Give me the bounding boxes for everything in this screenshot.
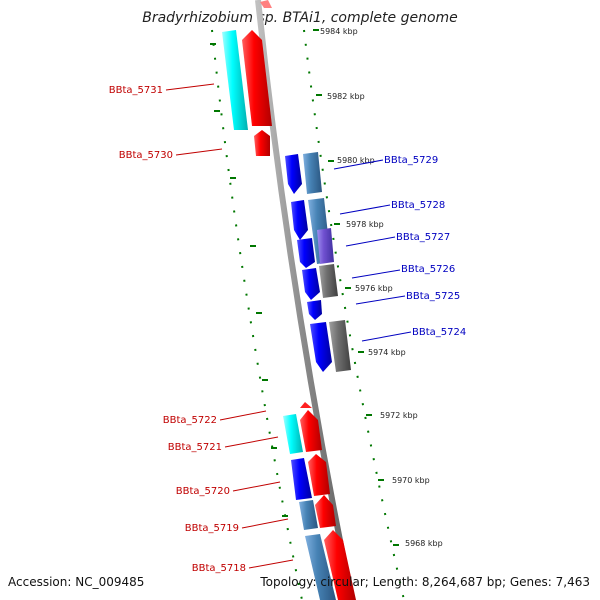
gene-label: BBta_5730 — [119, 150, 173, 161]
right-gene-labels: BBta_5729 BBta_5728 BBta_5727 BBta_5726 … — [384, 155, 466, 338]
gene-arrow-forward — [242, 30, 272, 126]
gene-label: BBta_5727 — [396, 232, 450, 243]
gene-label: BBta_5726 — [401, 264, 455, 275]
tick-label: 5968 kbp — [405, 539, 443, 548]
right-label-connectors — [333, 159, 412, 342]
right-major-ticks — [313, 29, 399, 546]
gene-box-steel — [305, 534, 336, 600]
tick-label: 5974 kbp — [368, 348, 406, 357]
gene-arrow-reverse — [297, 238, 315, 268]
left-major-ticks — [210, 43, 288, 517]
gene-arrow-forward-partial — [260, 0, 272, 8]
gene-box-steel — [299, 500, 318, 530]
tick-label: 5982 kbp — [327, 92, 365, 101]
gene-box-cyan — [222, 30, 248, 130]
gene-arrow-reverse — [285, 154, 302, 194]
scale-tick-labels: 5984 kbp 5982 kbp 5980 kbp 5978 kbp 5976… — [320, 27, 443, 548]
gene-box-gray — [329, 320, 351, 372]
right-scale-dots — [303, 29, 405, 600]
left-gene-labels: BBta_5731 BBta_5730 BBta_5722 BBta_5721 … — [109, 85, 246, 574]
left-label-connectors — [165, 83, 294, 569]
gene-label: BBta_5731 — [109, 85, 163, 96]
tick-label: 5970 kbp — [392, 476, 430, 485]
gene-box-cyan — [283, 414, 303, 454]
tick-label: 5972 kbp — [380, 411, 418, 420]
gene-arrow-forward-small — [300, 402, 312, 408]
tick-label: 5984 kbp — [320, 27, 358, 36]
gene-arrow-forward — [315, 495, 336, 528]
gene-label: BBta_5724 — [412, 327, 466, 338]
gene-box-steel — [303, 152, 322, 194]
topology-text: Topology: circular; Length: 8,264,687 bp… — [260, 575, 590, 589]
gene-arrow-forward — [254, 130, 270, 156]
tick-label: 5978 kbp — [346, 220, 384, 229]
gene-box-blue — [291, 458, 312, 500]
gene-features-bottom — [283, 402, 356, 600]
gene-arrow-forward — [308, 454, 330, 496]
gene-label: BBta_5728 — [391, 200, 445, 211]
gene-arrow-forward — [300, 410, 322, 452]
gene-features-middle — [285, 152, 351, 372]
gene-label: BBta_5720 — [176, 486, 230, 497]
gene-box-purple — [317, 228, 334, 264]
gene-arrow-reverse — [302, 268, 320, 300]
gene-box-gray — [319, 264, 338, 298]
gene-arrow-reverse — [310, 322, 332, 372]
gene-arrow-reverse — [291, 200, 308, 240]
gene-label: BBta_5721 — [168, 442, 222, 453]
tick-label: 5980 kbp — [337, 156, 375, 165]
gene-label: BBta_5729 — [384, 155, 438, 166]
gene-label: BBta_5718 — [192, 563, 246, 574]
tick-label: 5976 kbp — [355, 284, 393, 293]
gene-arrow-forward — [324, 530, 356, 600]
gene-features-top — [222, 0, 272, 156]
genome-backbone — [255, 0, 355, 600]
gene-arrow-reverse — [307, 300, 322, 320]
gene-label: BBta_5725 — [406, 291, 460, 302]
gene-label: BBta_5719 — [185, 523, 239, 534]
genome-title: Bradyrhizobium sp. BTAi1, complete genom… — [142, 10, 458, 26]
gene-label: BBta_5722 — [163, 415, 217, 426]
accession-text: Accession: NC_009485 — [8, 575, 145, 589]
